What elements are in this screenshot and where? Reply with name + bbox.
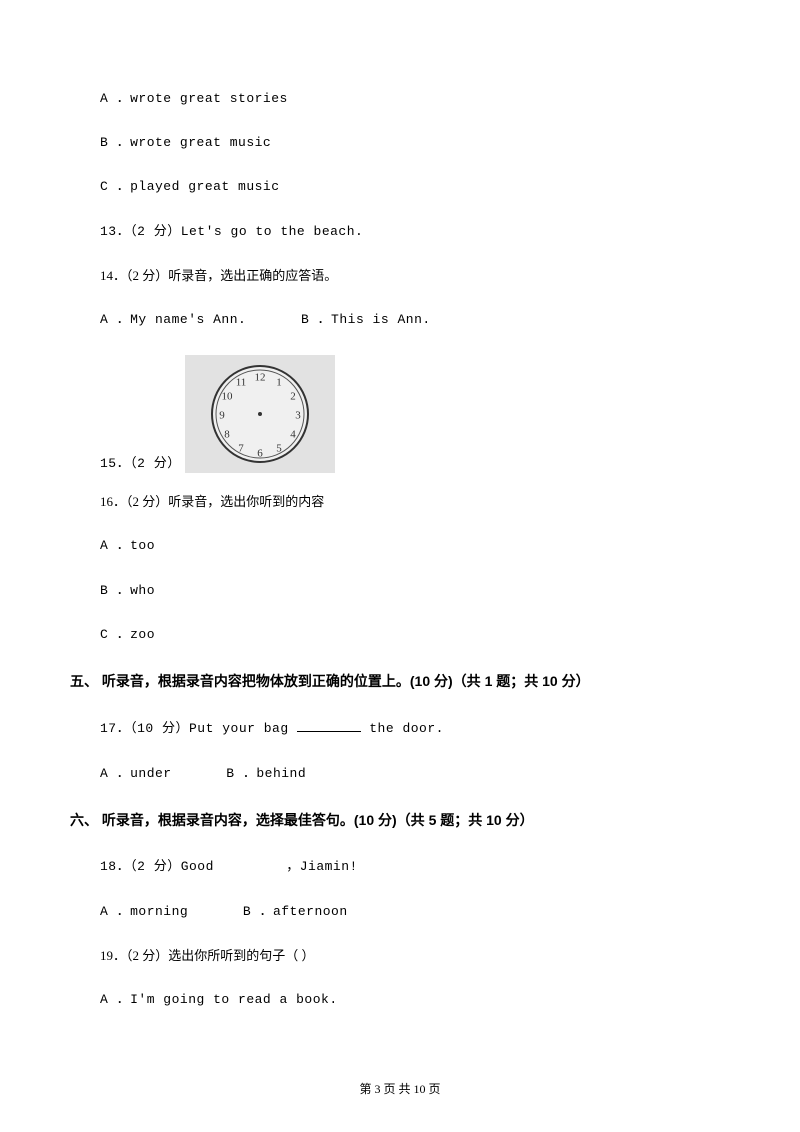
svg-text:5: 5: [276, 443, 282, 455]
q14-option-a: A ．My name's Ann.: [100, 312, 246, 327]
q17-option-a: A ．under: [100, 766, 172, 781]
svg-text:1: 1: [276, 377, 282, 389]
svg-text:6: 6: [257, 448, 263, 460]
svg-text:9: 9: [219, 410, 225, 422]
q15-row: 15．（2 分） 12 1 2 3 4 5 6 7 8 9 10 11: [100, 355, 730, 473]
svg-text:8: 8: [224, 429, 230, 441]
page-footer: 第 3 页 共 10 页: [0, 1081, 800, 1098]
svg-text:2: 2: [290, 391, 296, 403]
q18-option-a: A ．morning: [100, 904, 188, 919]
prev-option-a: A ．wrote great stories: [100, 90, 730, 108]
q18-pre: 18．（2 分）Good: [100, 859, 222, 874]
q14-option-b: B ．This is Ann.: [301, 312, 431, 327]
q14-stem: 14．（2 分）听录音，选出正确的应答语。: [100, 267, 730, 285]
q18-option-b: B ．afternoon: [243, 904, 348, 919]
prev-option-c: C ．played great music: [100, 178, 730, 196]
q14-options: A ．My name's Ann. B ．This is Ann.: [100, 311, 730, 329]
prev-option-b: B ．wrote great music: [100, 134, 730, 152]
svg-text:3: 3: [295, 410, 301, 422]
q16-option-a: A ．too: [100, 537, 730, 555]
q17-options: A ．under B ．behind: [100, 765, 730, 783]
section-5-heading: 五、 听录音，根据录音内容把物体放到正确的位置上。(10 分)（共 1 题；共 …: [70, 672, 730, 692]
section-6-heading: 六、 听录音，根据录音内容，选择最佳答句。(10 分)（共 5 题；共 10 分…: [70, 811, 730, 831]
q16-option-c: C ．zoo: [100, 626, 730, 644]
q13-stem: 13．（2 分）Let's go to the beach.: [100, 223, 730, 241]
q19-option-a: A ．I'm going to read a book.: [100, 991, 730, 1009]
q17-blank[interactable]: [297, 719, 361, 732]
q17-stem: 17．（10 分）Put your bag the door.: [100, 719, 730, 738]
q15-prefix: 15．（2 分）: [100, 455, 181, 473]
q18-post: ，Jiamin!: [286, 859, 358, 874]
q16-option-b: B ．who: [100, 582, 730, 600]
q19-stem: 19．（2 分）选出你所听到的句子（ ）: [100, 947, 730, 965]
clock-image: 12 1 2 3 4 5 6 7 8 9 10 11: [185, 355, 335, 473]
svg-text:4: 4: [290, 429, 296, 441]
clock-icon: 12 1 2 3 4 5 6 7 8 9 10 11: [206, 360, 314, 468]
q18-options: A ．morning B ．afternoon: [100, 903, 730, 921]
svg-text:11: 11: [235, 377, 246, 389]
q17-option-b: B ．behind: [226, 766, 306, 781]
svg-text:10: 10: [221, 391, 233, 403]
q17-post: the door.: [361, 721, 444, 736]
q16-stem: 16．（2 分）听录音，选出你听到的内容: [100, 493, 730, 511]
svg-text:7: 7: [238, 443, 244, 455]
svg-text:12: 12: [254, 372, 265, 384]
q17-pre: 17．（10 分）Put your bag: [100, 721, 297, 736]
q18-stem: 18．（2 分）Good ，Jiamin!: [100, 858, 730, 876]
